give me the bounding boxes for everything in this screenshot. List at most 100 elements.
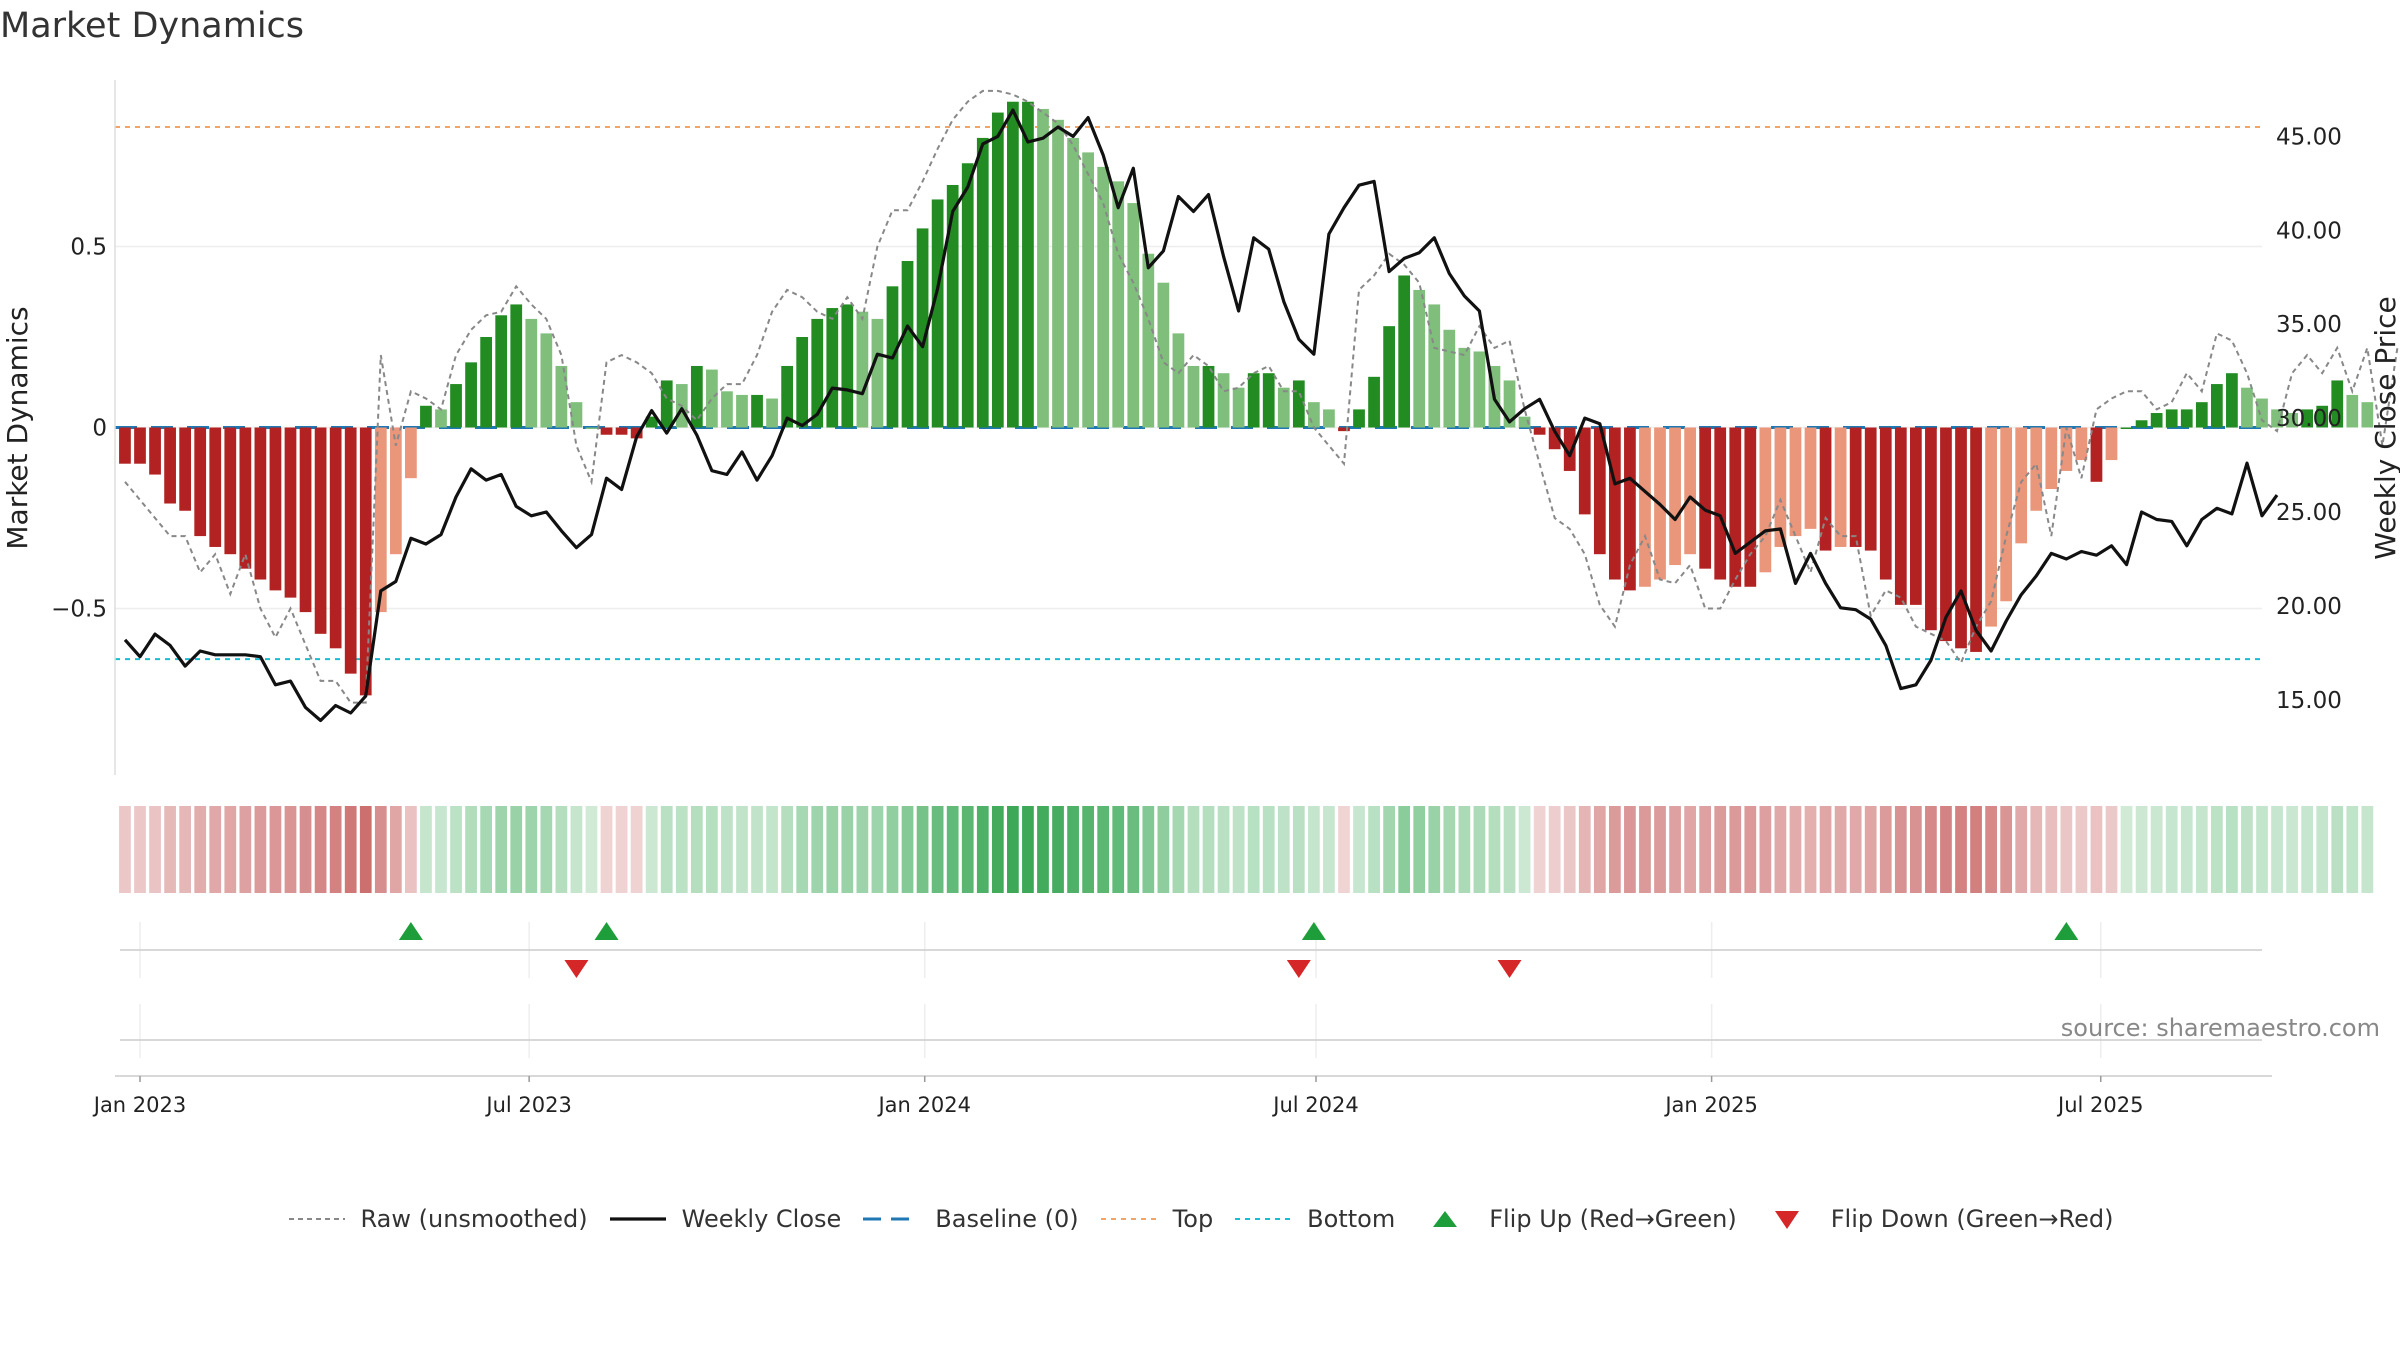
regime-strip-cell <box>1593 806 1606 893</box>
momentum-bar <box>721 391 733 428</box>
left-axis-title: Market Dynamics <box>1 306 34 549</box>
legend-swatch-top <box>1100 1218 1157 1220</box>
momentum-bar <box>1578 427 1591 515</box>
regime-strip-cell <box>2045 806 2058 893</box>
momentum-bar <box>1052 119 1064 428</box>
momentum-bar <box>435 409 447 428</box>
momentum-bar <box>540 333 553 428</box>
momentum-bar <box>1232 387 1245 428</box>
regime-strip-cell <box>1970 806 1982 893</box>
regime-strip-cell <box>1548 806 1561 893</box>
regime-strip-cell <box>2135 806 2148 893</box>
regime-strip-cell <box>389 806 402 893</box>
right-tick-label: 30.00 <box>2276 406 2342 432</box>
regime-strip-cell <box>1323 806 1335 893</box>
regime-strip-cell <box>510 806 523 893</box>
regime-strip-cell <box>164 806 176 893</box>
regime-strip-cell <box>2060 806 2073 893</box>
momentum-bar <box>1608 427 1621 580</box>
regime-strip-cell <box>1458 806 1471 893</box>
regime-strip-cell <box>1789 806 1802 893</box>
regime-strip-cell <box>1398 806 1411 893</box>
raw-line <box>124 89 2399 704</box>
legend-item-close: Weekly Close <box>608 1205 841 1233</box>
momentum-bar <box>1624 427 1636 591</box>
regime-strip-cell <box>495 806 508 893</box>
regime-strip-cell <box>751 806 763 893</box>
momentum-bar <box>766 398 778 428</box>
momentum-bar <box>690 365 703 428</box>
regime-strip-cell <box>1533 806 1546 893</box>
momentum-bar <box>194 427 207 537</box>
legend-swatch-flip-up <box>1433 1211 1458 1227</box>
momentum-bar <box>359 427 372 696</box>
regime-strip-cell <box>2030 806 2043 893</box>
momentum-bar <box>525 318 538 428</box>
regime-strip-cell <box>2015 806 2028 893</box>
momentum-bar <box>1112 181 1125 428</box>
regime-strip-cell <box>946 806 959 893</box>
regime-strip-cell <box>2165 806 2178 893</box>
regime-strip <box>119 806 2374 893</box>
regime-strip-cell <box>766 806 778 893</box>
legend-item-top: Top <box>1099 1205 1213 1233</box>
regime-strip-cell <box>555 806 568 893</box>
momentum-bar <box>2301 409 2314 428</box>
regime-strip-cell <box>2075 806 2088 893</box>
momentum-bar <box>976 137 989 428</box>
momentum-bar <box>2165 409 2178 428</box>
momentum-bar <box>2150 413 2163 428</box>
momentum-bar <box>1443 329 1456 428</box>
regime-strip-cell <box>796 806 809 893</box>
flip-up-marker <box>2054 922 2079 940</box>
momentum-bar <box>1323 409 1335 428</box>
regime-strip-cell <box>405 806 417 893</box>
momentum-bar <box>179 427 192 511</box>
momentum-bar <box>1804 427 1817 529</box>
regime-strip-cell <box>1292 806 1305 893</box>
momentum-bar <box>1067 137 1079 428</box>
regime-strip-cell <box>2286 806 2298 893</box>
regime-strip-cell <box>1142 806 1155 893</box>
right-tick-label: 20.00 <box>2276 594 2342 620</box>
regime-strip-cell <box>721 806 733 893</box>
left-tick-label: 0.5 <box>70 235 107 261</box>
momentum-bar <box>901 260 914 428</box>
close-line <box>123 108 2279 723</box>
regime-strip-cell <box>1624 806 1636 893</box>
x-tick-label: Jul 2023 <box>484 1093 571 1117</box>
regime-strip-cell <box>1037 806 1049 893</box>
regime-strip-cell <box>1262 806 1275 893</box>
regime-strip-cell <box>1669 806 1681 893</box>
momentum-bar <box>2135 420 2148 428</box>
momentum-bar <box>2210 384 2223 428</box>
regime-strip-cell <box>1864 806 1877 893</box>
x-tick-label: Jan 2024 <box>876 1093 971 1117</box>
regime-strip-cell <box>1247 806 1260 893</box>
momentum-bar <box>1819 427 1832 551</box>
legend: Raw (unsmoothed) Weekly Close Baseline (0)… <box>0 1205 2400 1233</box>
regime-strip-cell <box>2271 806 2283 893</box>
momentum-bar <box>510 304 523 428</box>
flip-markers <box>120 922 2262 1058</box>
momentum-bar <box>465 362 477 428</box>
regime-strip-cell <box>1368 806 1380 893</box>
momentum-bar <box>1398 275 1411 428</box>
regime-strip-cell <box>1518 806 1531 893</box>
flip-down-marker <box>1286 960 1311 978</box>
regime-strip-cell <box>450 806 462 893</box>
momentum-bar <box>1217 373 1230 428</box>
regime-strip-cell <box>781 806 794 893</box>
regime-strip-cell <box>1940 806 1952 893</box>
regime-strip-cell <box>299 806 312 893</box>
momentum-bar <box>344 427 357 674</box>
regime-strip-cell <box>329 806 342 893</box>
right-tick-label: 40.00 <box>2276 218 2342 244</box>
regime-strip-cell <box>1699 806 1712 893</box>
regime-strip-cell <box>1849 806 1862 893</box>
regime-strip-cell <box>134 806 146 893</box>
momentum-bar <box>2030 427 2043 511</box>
regime-strip-cell <box>886 806 899 893</box>
regime-strip-cell <box>2316 806 2329 893</box>
